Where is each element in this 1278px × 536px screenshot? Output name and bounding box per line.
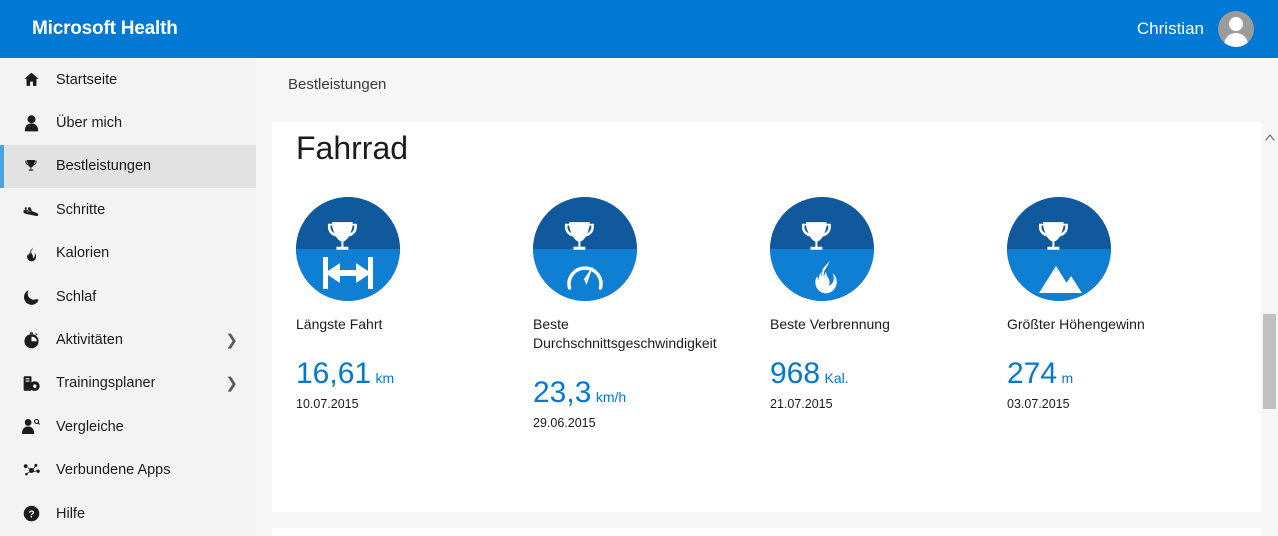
- svg-text:?: ?: [28, 509, 34, 520]
